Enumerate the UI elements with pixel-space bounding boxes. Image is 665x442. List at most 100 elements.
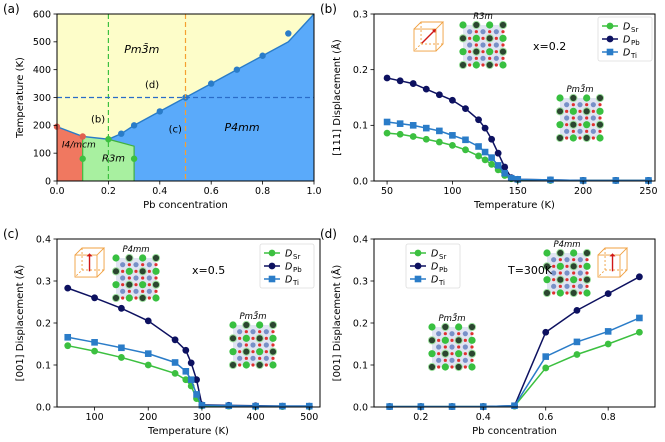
pb-atom [151,253,161,263]
ti-atom [564,102,570,108]
series-D_Pb [64,284,313,410]
x-tick-label: 100 [86,412,104,423]
sr-atom [441,363,449,371]
data-point [91,339,98,346]
y-tick-label: 0.4 [36,234,51,245]
sr-atom [583,262,591,270]
series-D_Sr [386,328,643,410]
ti-atom [449,344,455,350]
ti-atom [480,55,486,61]
crystal-structure-top [542,248,592,298]
o-atom [450,365,454,369]
pb-atom [582,248,592,258]
legend-label-sub: Pb [439,266,448,274]
ti-atom [467,29,473,35]
pb-atom [556,275,565,284]
ti-atom [577,283,583,289]
sr-atom [242,334,250,342]
sr-atom [468,336,476,344]
data-point [182,346,190,354]
data-point [475,152,482,160]
ti-atom [250,342,256,348]
series-D_Pb [386,273,643,410]
o-atom [585,258,589,262]
ti-atom [263,329,269,335]
pb-atom [151,280,161,289]
i4mcm-phase-label: I4/mcm [62,141,96,151]
o-atom [468,36,472,40]
ti-atom [237,329,243,335]
data-point [501,163,509,171]
ti-atom [133,262,139,268]
annotation-c: (c) [169,124,182,135]
pb-atom [467,322,477,332]
x-tick-label: 0.4 [476,412,491,423]
y-tick-label: 100 [33,148,51,159]
transition-point [79,133,86,140]
pb-atom [125,280,134,289]
legend-label: D [431,249,438,260]
tetragonal-phase-label: P4mm [225,121,260,134]
o-atom [141,289,145,293]
condition-annotation: T=300K [507,264,553,277]
data-point [225,402,233,410]
data-point [542,364,550,372]
pb-atom [268,347,278,356]
data-point [579,177,587,184]
o-atom [251,336,255,340]
o-atom [154,276,158,280]
ti-atom [462,357,468,363]
ti-atom [493,42,499,48]
data-point [475,143,482,150]
o-atom [271,356,275,360]
data-point [187,359,195,367]
sr-atom [569,134,577,142]
pb-atom [542,262,552,271]
o-atom [501,56,505,60]
data-point [436,127,443,135]
sr-atom [256,348,264,356]
o-atom [591,136,595,140]
o-atom [154,263,158,267]
sr-atom [499,34,507,42]
pb-atom [255,360,264,370]
pb-atom [441,322,450,332]
polarization-cube-icon [413,21,445,52]
polarization-cube-icon [74,247,106,278]
ti-atom [462,344,468,350]
data-point [383,129,391,137]
arrow-head [86,253,93,257]
pb-atom [569,262,578,271]
data-point [481,124,489,132]
ti-atom [250,355,256,361]
data-point [435,138,443,146]
data-point [542,353,550,360]
panel-label: (a) [3,2,20,16]
pb-atom [255,334,264,343]
data-point [171,359,179,366]
o-atom [578,264,582,268]
y-tick-label: 0.0 [353,402,368,413]
series-D_Ti [386,314,643,410]
sr-atom [556,121,564,129]
sr-atom [229,321,237,329]
o-atom [443,358,447,362]
panel-label: (b) [320,2,337,16]
cube-edge [597,247,629,256]
data-point [396,77,404,85]
o-atom [565,109,569,113]
o-atom [470,345,474,349]
pb-atom [458,60,468,70]
phase-diagram: Pm3̄m P4mm R3m I4/mcm (b) (c) (d) [53,13,315,181]
pb-atom [138,267,147,276]
data-point [462,146,469,154]
o-atom [258,356,262,360]
o-atom [147,269,151,273]
o-atom [558,271,562,275]
sr-atom [499,61,507,69]
o-atom [558,284,562,288]
sr-atom [242,361,250,369]
o-atom [565,123,569,127]
o-atom [585,103,589,107]
